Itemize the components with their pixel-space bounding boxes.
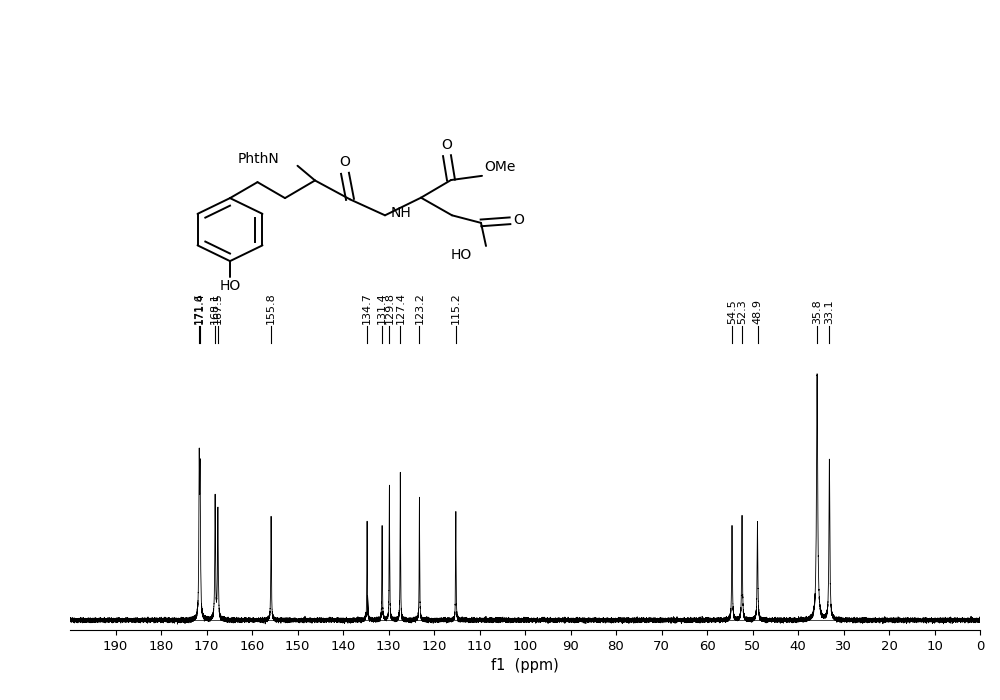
Text: 171.6: 171.6 bbox=[194, 293, 204, 324]
Text: O: O bbox=[514, 213, 524, 227]
Text: 168.1: 168.1 bbox=[210, 293, 220, 324]
Text: HO: HO bbox=[451, 248, 472, 262]
Text: 167.5: 167.5 bbox=[213, 293, 223, 324]
Text: 123.2: 123.2 bbox=[414, 292, 424, 324]
Text: O: O bbox=[340, 155, 350, 169]
Text: PhthN: PhthN bbox=[237, 153, 279, 167]
Text: 131.4: 131.4 bbox=[377, 293, 387, 324]
Text: 134.7: 134.7 bbox=[362, 292, 372, 324]
Text: OMe: OMe bbox=[484, 160, 516, 174]
Text: 54.5: 54.5 bbox=[727, 300, 737, 324]
Text: O: O bbox=[442, 138, 452, 152]
Text: HO: HO bbox=[219, 279, 241, 293]
Text: 35.8: 35.8 bbox=[812, 300, 822, 324]
Text: 52.3: 52.3 bbox=[737, 300, 747, 324]
Text: 127.4: 127.4 bbox=[395, 292, 405, 324]
X-axis label: f1  (ppm): f1 (ppm) bbox=[491, 658, 559, 673]
Text: 115.2: 115.2 bbox=[451, 293, 461, 324]
Text: 48.9: 48.9 bbox=[753, 299, 763, 324]
Text: NH: NH bbox=[391, 206, 412, 220]
Text: 33.1: 33.1 bbox=[824, 300, 834, 324]
Text: 129.8: 129.8 bbox=[384, 292, 394, 324]
Text: 155.8: 155.8 bbox=[266, 293, 276, 324]
Text: 171.4: 171.4 bbox=[195, 292, 205, 324]
